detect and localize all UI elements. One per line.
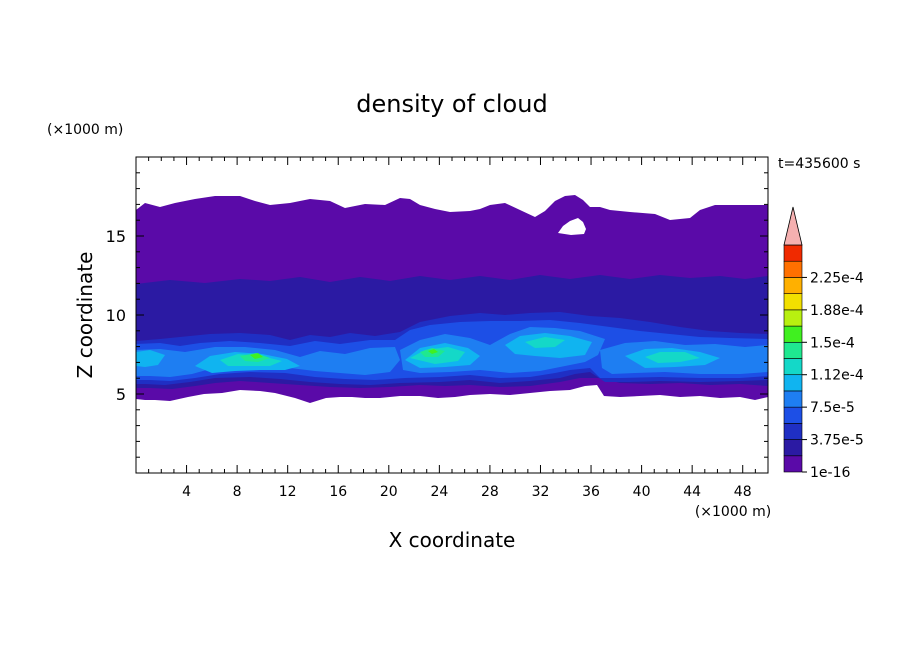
colorbar-swatch xyxy=(783,325,803,343)
colorbar-extend-arrow xyxy=(783,206,803,246)
colorbar-swatch xyxy=(783,455,803,473)
colorbar-label: 1e-16 xyxy=(810,465,850,481)
chart-title: density of cloud xyxy=(356,90,547,118)
x-tick-label: 40 xyxy=(633,484,651,500)
x-tick-label: 48 xyxy=(734,484,752,500)
colorbar-swatch xyxy=(783,277,803,294)
colorbar-swatch xyxy=(783,374,803,392)
colorbar-label: 3.75e-5 xyxy=(810,433,864,449)
core-level-8-mid xyxy=(428,349,438,354)
colorbar-swatch xyxy=(783,423,803,440)
x-tick-label: 24 xyxy=(430,484,448,500)
x-tick-label: 20 xyxy=(380,484,398,500)
field-layer-8 xyxy=(250,349,438,359)
x-tick-label: 36 xyxy=(582,484,600,500)
core-level-8-left xyxy=(250,353,263,359)
y-tick-label: 15 xyxy=(106,227,126,246)
core-level-6-midright xyxy=(525,337,565,348)
colorbar-swatch xyxy=(783,358,803,376)
colorbar-swatch xyxy=(783,309,803,327)
y-axis: 5 10 15 xyxy=(106,172,768,458)
x-tick-label: 12 xyxy=(279,484,297,500)
cloud-gap xyxy=(558,218,586,235)
x-tick-label: 28 xyxy=(481,484,499,500)
colorbar-label: 7.5e-5 xyxy=(810,400,855,416)
density-field xyxy=(136,195,768,403)
x-unit-label: (×1000 m) xyxy=(695,504,771,520)
y-unit-label: (×1000 m) xyxy=(47,122,123,138)
x-axis: 4 8 12 16 20 24 28 32 36 40 44 48 xyxy=(148,157,756,500)
colorbar-label: 1.5e-4 xyxy=(810,335,855,351)
colorbar-swatch xyxy=(783,390,803,408)
colorbar-label: 1.12e-4 xyxy=(810,368,864,384)
x-tick-label: 8 xyxy=(233,484,242,500)
colorbar-swatch xyxy=(783,341,803,359)
colorbar: 1e-16 3.75e-5 7.5e-5 1.12e-4 1.5e-4 1.88e-4 2.… xyxy=(783,206,864,481)
time-label: t=435600 s xyxy=(778,156,860,172)
y-tick-label: 5 xyxy=(116,385,126,404)
colorbar-swatch xyxy=(783,439,803,457)
colorbar-label: 2.25e-4 xyxy=(810,270,864,286)
y-axis-title: Z coordinate xyxy=(73,252,97,379)
y-tick-label: 10 xyxy=(106,306,126,325)
core-level-5-edge xyxy=(136,350,165,367)
colorbar-swatch xyxy=(783,293,803,311)
colorbar-swatch xyxy=(783,260,803,278)
x-axis-title: X coordinate xyxy=(389,528,516,552)
colorbar-swatch xyxy=(783,244,803,262)
colorbar-swatch xyxy=(783,406,803,424)
x-tick-label: 4 xyxy=(182,484,191,500)
x-tick-label: 44 xyxy=(683,484,701,500)
core-level-6-right xyxy=(645,352,700,363)
x-tick-label: 16 xyxy=(329,484,347,500)
x-tick-label: 32 xyxy=(532,484,550,500)
colorbar-label: 1.88e-4 xyxy=(810,303,864,319)
